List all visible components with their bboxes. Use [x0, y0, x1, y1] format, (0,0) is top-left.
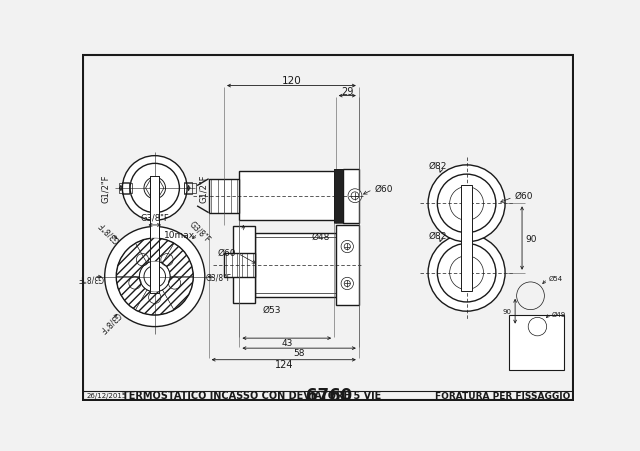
Bar — [255, 233, 336, 298]
Text: Ø82: Ø82 — [429, 231, 447, 240]
Text: G3/8"F: G3/8"F — [78, 272, 104, 281]
Text: G3/8"F: G3/8"F — [97, 220, 122, 244]
Bar — [122, 182, 129, 195]
Bar — [344, 170, 359, 223]
Text: G3/8"F: G3/8"F — [97, 310, 122, 334]
Text: G3/8"F: G3/8"F — [205, 272, 232, 281]
Bar — [232, 227, 255, 304]
Bar — [334, 170, 344, 223]
Bar — [239, 172, 344, 221]
Text: G1/2"F: G1/2"F — [101, 175, 110, 203]
Text: Ø60: Ø60 — [374, 185, 393, 194]
Bar — [334, 170, 344, 223]
Bar — [336, 226, 359, 305]
Bar — [209, 179, 239, 213]
Text: Ø53: Ø53 — [262, 305, 281, 314]
Text: 29: 29 — [341, 87, 353, 97]
Bar — [184, 182, 192, 195]
Text: Ø49: Ø49 — [551, 311, 566, 317]
Text: Ø54: Ø54 — [549, 276, 563, 281]
Bar — [232, 227, 255, 304]
Bar — [239, 172, 344, 221]
Text: Ø60: Ø60 — [218, 248, 236, 257]
Bar — [119, 184, 132, 193]
Text: 10max: 10max — [164, 230, 195, 239]
Text: Ø48: Ø48 — [311, 232, 330, 241]
Bar — [184, 184, 196, 193]
Text: 26/12/2015: 26/12/2015 — [87, 392, 127, 398]
Bar — [224, 253, 255, 278]
Circle shape — [428, 235, 505, 312]
Circle shape — [105, 227, 205, 327]
Bar — [152, 274, 158, 280]
Text: TERMOSTATICO INCASSO CON DEVIATORE 5 VIE: TERMOSTATICO INCASSO CON DEVIATORE 5 VIE — [122, 390, 381, 400]
Text: 120: 120 — [282, 76, 301, 86]
Text: Ø60: Ø60 — [515, 192, 533, 201]
Text: 124: 124 — [275, 359, 293, 369]
Text: 90: 90 — [525, 234, 536, 243]
Bar — [509, 315, 564, 371]
Text: 90: 90 — [502, 308, 511, 314]
Bar — [461, 185, 472, 291]
Bar — [150, 176, 159, 294]
Text: 6760: 6760 — [307, 386, 353, 404]
Text: G3/8"F: G3/8"F — [188, 220, 212, 244]
Bar — [224, 253, 255, 278]
Text: 43: 43 — [281, 339, 292, 347]
Bar — [209, 179, 239, 213]
Text: G1/2"F: G1/2"F — [200, 175, 209, 203]
Text: G3/8"F: G3/8"F — [140, 213, 169, 222]
Circle shape — [122, 156, 187, 221]
Circle shape — [341, 241, 353, 253]
Circle shape — [341, 278, 353, 290]
Text: Ø82: Ø82 — [429, 162, 447, 171]
Text: FORATURA PER FISSAGGIO: FORATURA PER FISSAGGIO — [435, 391, 570, 400]
Bar — [344, 170, 359, 223]
Bar — [336, 226, 359, 305]
Text: 58: 58 — [293, 349, 305, 358]
Bar — [255, 233, 336, 298]
Circle shape — [348, 189, 362, 203]
Circle shape — [428, 166, 505, 242]
